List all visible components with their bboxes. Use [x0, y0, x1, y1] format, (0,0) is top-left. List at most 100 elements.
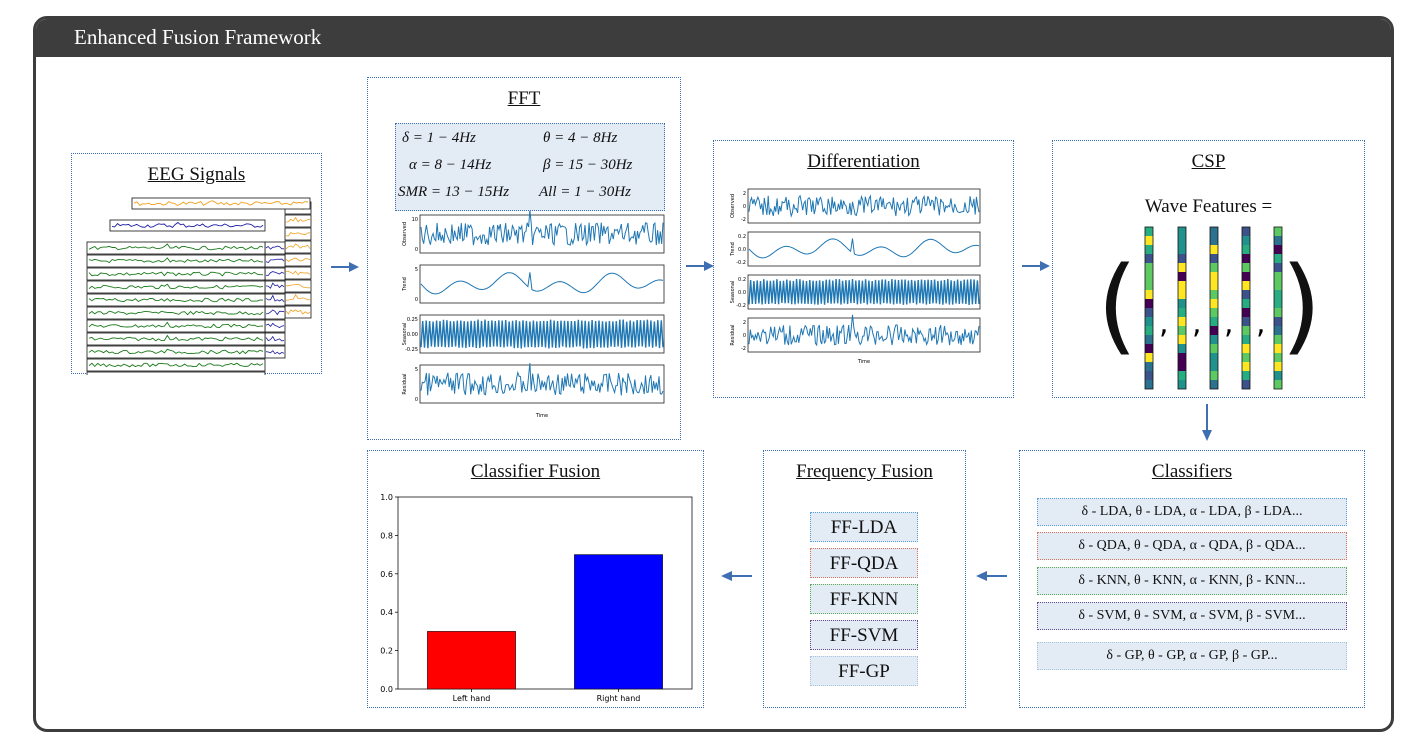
classifier-fusion-panel: Classifier Fusion 0.0 0.2 0.4 0.6 0.8 1.0 Left…: [367, 450, 704, 708]
eeg-channel-row: [86, 332, 266, 346]
csp-vector-cell: [1178, 317, 1186, 326]
plot-ylabel: Seasonal: [730, 281, 736, 304]
csp-vector-cell: [1210, 371, 1218, 380]
arrow-ff-to-classifier-fusion: [721, 571, 752, 581]
csp-vector-cell: [1210, 272, 1218, 281]
csp-vector-cell: [1242, 362, 1250, 371]
classifier-fusion-chart: 0.0 0.2 0.4 0.6 0.8 1.0 Left hand Right hand: [380, 493, 693, 703]
frame-title: Enhanced Fusion Framework: [74, 25, 322, 49]
csp-vector-cell: [1274, 371, 1282, 380]
plot-ylabel: Residual: [402, 373, 408, 394]
plot-tick-label: 0: [415, 397, 418, 403]
chart-xtick-label: Right hand: [597, 694, 641, 703]
csp-vector-cell: [1178, 272, 1186, 281]
eeg-channel-row: [86, 241, 266, 255]
plot-tick-label: 0.2: [738, 277, 746, 283]
eeg-channel-row: [86, 306, 266, 320]
csp-vector-cell: [1145, 236, 1153, 245]
ff-qda-item: FF-QDA: [810, 548, 918, 578]
plot-ylabel: Trend: [402, 277, 408, 292]
eeg-signal-green: [88, 362, 264, 368]
plot-tick-label: -2: [741, 217, 746, 223]
csp-vector-cell: [1274, 335, 1282, 344]
csp-vector-cell: [1210, 308, 1218, 317]
csp-vector-cell: [1210, 335, 1218, 344]
csp-vector-cell: [1210, 254, 1218, 263]
csp-vector-cell: [1145, 245, 1153, 254]
plot-tick-label: -0.2: [736, 303, 746, 309]
csp-vector-cell: [1210, 353, 1218, 362]
csp-vector-cell: [1210, 344, 1218, 353]
plot-frame: [747, 231, 981, 267]
csp-vector-cell: [1242, 371, 1250, 380]
csp-comma: ,: [1256, 306, 1266, 341]
eeg-title: EEG Signals: [147, 164, 246, 185]
eeg-signal-orange: [285, 243, 311, 250]
plot-series-line: [420, 363, 664, 396]
eeg-signal-orange: [285, 216, 311, 223]
csp-vector-cell: [1178, 227, 1186, 236]
frequency-fusion-title: Frequency Fusion: [796, 461, 933, 482]
csp-vector-cell: [1242, 245, 1250, 254]
csp-vector-cell: [1210, 227, 1218, 236]
plot-tick-label: 10: [412, 217, 418, 223]
eeg-signal-green: [88, 334, 264, 342]
csp-vector-cell: [1178, 290, 1186, 299]
csp-comma: ,: [1159, 306, 1169, 341]
csp-vector-cell: [1178, 299, 1186, 308]
eeg-signal-green: [88, 348, 264, 355]
chart-ytick-label: 0.8: [380, 531, 393, 540]
csp-comma: ,: [1224, 306, 1234, 341]
csp-comma: ,: [1192, 306, 1202, 341]
csp-vector-cell: [1210, 281, 1218, 290]
csp-vector-cell: [1242, 353, 1250, 362]
csp-vector-cell: [1178, 380, 1186, 389]
csp-vector-cell: [1145, 227, 1153, 236]
csp-vector-cell: [1242, 290, 1250, 299]
eeg-signal-green: [88, 321, 264, 329]
csp-vector-cell: [1274, 317, 1282, 326]
eeg-signal-orange: [285, 293, 311, 301]
csp-vector-cell: [1242, 236, 1250, 245]
ff-lda-item: FF-LDA: [810, 512, 918, 542]
plot-series-line: [420, 319, 664, 349]
plot-tick-label: 0.0: [738, 290, 746, 296]
eeg-signal-blue: [111, 221, 264, 228]
differentiation-panel: Differentiation Observed 2 0 -2 Trend 0.2 0.0-…: [713, 140, 1014, 398]
csp-vector-cell: [1178, 371, 1186, 380]
csp-vector-cell: [1274, 254, 1282, 263]
plot-series-line: [420, 211, 664, 247]
csp-vector-cell: [1145, 299, 1153, 308]
csp-vector-cell: [1145, 254, 1153, 263]
eeg-panel: EEG Signals: [71, 153, 322, 375]
csp-vector-cell: [1210, 326, 1218, 335]
csp-formula: Wave Features =: [1144, 196, 1273, 217]
csp-vector-cell: [1178, 236, 1186, 245]
eeg-signal-green: [88, 283, 264, 290]
eeg-sheet-orange-row: [284, 227, 312, 241]
chart-ytick-label: 1.0: [380, 493, 393, 502]
plot-tick-label: -0.2: [736, 260, 746, 266]
eeg-signal-orange: [285, 231, 311, 237]
csp-vector-cell: [1210, 317, 1218, 326]
arrow-fft-to-diff: [686, 261, 714, 271]
band-beta: β = 15 − 30Hz: [543, 157, 633, 173]
plot-frame: [747, 188, 981, 224]
eeg-signal-blue: [265, 282, 285, 289]
ff-gp-item: FF-GP: [810, 656, 918, 686]
eeg-signal-orange: [133, 200, 309, 207]
eeg-signal-orange: [286, 284, 311, 289]
csp-feature-vectors: (),,,,: [1097, 226, 1322, 390]
plot-ylabel: Residual: [730, 324, 736, 345]
differentiation-title: Differentiation: [807, 151, 920, 172]
fft-title: FFT: [507, 88, 541, 109]
band-delta: δ = 1 − 4Hz: [402, 130, 476, 146]
plot-tick-label: -0.25: [405, 347, 418, 353]
csp-vector-cell: [1274, 353, 1282, 362]
eeg-channel-row: [86, 280, 266, 294]
csp-vector-cell: [1145, 308, 1153, 317]
chart-xtick-label: Left hand: [453, 694, 491, 703]
csp-vector-cell: [1178, 254, 1186, 263]
eeg-sheet-blue-row: [264, 267, 286, 281]
csp-vector-cell: [1178, 344, 1186, 353]
